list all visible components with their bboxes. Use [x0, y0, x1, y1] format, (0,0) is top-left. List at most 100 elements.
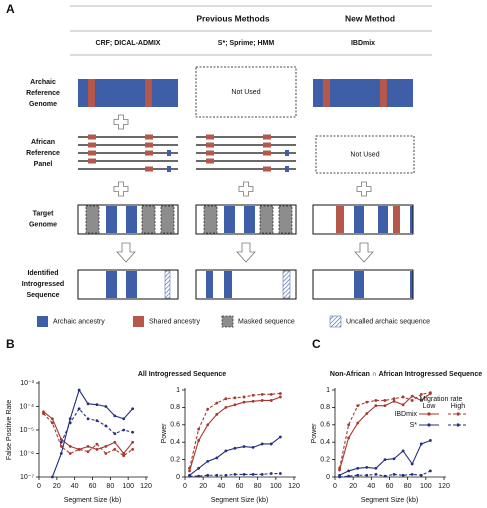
data-point: [428, 439, 432, 442]
data-point: [68, 421, 72, 425]
archaic-segment: [378, 206, 388, 233]
legend-row: S*: [410, 422, 418, 429]
header: New Method: [345, 13, 395, 23]
row-label: Reference: [26, 90, 60, 97]
uncalled-segment: [282, 270, 291, 299]
legend-label: Shared ancestry: [149, 318, 200, 325]
masked-segment: [141, 205, 156, 234]
series-line: [189, 436, 281, 476]
data-point: [269, 472, 273, 475]
data-point: [104, 445, 108, 448]
y-tick-label: 1: [326, 387, 330, 394]
masked-segment: [259, 205, 274, 234]
shared-segment: [88, 158, 96, 164]
plus-sign: [113, 181, 129, 197]
data-point: [131, 440, 135, 444]
data-point: [206, 423, 210, 427]
not-used-label: Not Used: [350, 151, 379, 158]
data-point: [42, 412, 45, 415]
down-arrow: [354, 242, 374, 263]
down-arrow: [116, 242, 136, 263]
shared-segment: [88, 142, 96, 148]
not-used-box: [195, 66, 297, 118]
data-point: [242, 445, 246, 448]
data-point: [59, 445, 63, 448]
row-label: Target: [33, 210, 55, 217]
shared-segment: [380, 79, 387, 107]
shared-segment: [145, 166, 153, 172]
genome-box: [195, 204, 297, 235]
data-point: [356, 404, 360, 408]
data-point: [197, 427, 201, 431]
data-point: [260, 472, 264, 476]
data-point: [428, 391, 432, 395]
chart-title: Non-African ∩ African Introgressed Seque…: [330, 371, 482, 378]
data-point: [50, 475, 54, 479]
plus-sign: [113, 114, 129, 130]
archaic-segment: [244, 206, 255, 233]
method: S*; Sprime; HMM: [218, 40, 275, 47]
data-point: [59, 440, 63, 444]
genome-box: [77, 204, 179, 235]
data-point: [104, 424, 108, 428]
x-tick-label: 20: [199, 483, 207, 490]
shared-segment: [206, 158, 214, 164]
shared-segment: [88, 79, 95, 107]
x-tick-label: 100: [122, 483, 134, 490]
data-point: [113, 432, 117, 436]
x-tick-label: 120: [288, 483, 300, 490]
y-tick-label: 0.6: [320, 422, 330, 429]
row-label: Genome: [29, 221, 57, 228]
data-point: [206, 459, 210, 463]
data-point: [392, 457, 396, 461]
data-point: [278, 435, 282, 439]
x-tick-label: 40: [71, 483, 79, 490]
archaic-segment: [410, 206, 413, 233]
data-point: [131, 407, 135, 411]
data-point: [104, 405, 108, 408]
data-point: [59, 452, 63, 455]
legend-swatch-dot: [456, 412, 460, 416]
legend-label: Archaic ancestry: [53, 318, 105, 325]
data-point: [347, 474, 351, 478]
shared-segment: [336, 206, 344, 233]
data-point: [374, 404, 378, 408]
uncalled-segment: [329, 315, 342, 328]
x-tick-label: 80: [106, 483, 114, 490]
data-point: [95, 403, 99, 407]
data-point: [251, 393, 255, 397]
chart-title: All Introgressed Sequence: [138, 371, 226, 378]
data-point: [95, 419, 99, 423]
plus-sign: [238, 181, 254, 197]
data-point: [392, 397, 396, 401]
y-tick-label: 0.4: [320, 439, 330, 446]
shared-segment: [206, 150, 214, 156]
data-point: [278, 392, 282, 395]
archaic-segment: [126, 206, 137, 233]
shared-segment: [145, 142, 153, 148]
shared-segment: [263, 166, 271, 172]
row-label: Sequence: [26, 292, 59, 299]
masked-segment: [278, 205, 293, 234]
data-point: [86, 402, 90, 406]
data-point: [365, 412, 369, 415]
archaic-segment: [285, 150, 289, 156]
x-tick-label: 0: [183, 483, 187, 490]
y-tick-label: 10⁻⁴: [20, 403, 35, 410]
archaic-segment: [106, 206, 117, 233]
x-tick-label: 120: [438, 483, 450, 490]
row-label: Identified: [27, 270, 58, 277]
data-point: [410, 394, 414, 398]
data-point: [215, 412, 219, 416]
data-point: [338, 466, 341, 470]
method: IBDmix: [351, 40, 375, 47]
data-point: [68, 417, 72, 421]
data-point: [188, 466, 191, 470]
x-tick-label: 120: [140, 483, 152, 490]
x-tick-label: 80: [254, 483, 262, 490]
data-point: [50, 417, 54, 421]
y-tick-label: 0.6: [170, 422, 180, 429]
archaic-segment: [167, 166, 171, 172]
data-point: [104, 452, 108, 455]
data-point: [86, 445, 90, 448]
